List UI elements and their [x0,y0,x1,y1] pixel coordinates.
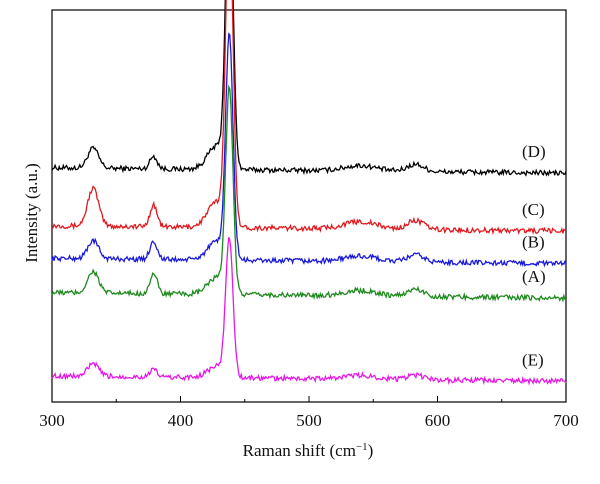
series-line-b [51,32,567,268]
series-line-a [51,84,567,303]
plot-border [51,9,567,403]
series-label-d: (D) [522,142,546,161]
series-line-c [51,0,567,236]
series-label-b: (B) [522,233,545,252]
series-label-e: (E) [522,350,544,369]
x-tick-label-400: 400 [168,411,194,430]
x-tick-label-700: 700 [553,411,579,430]
x-tick-label-600: 600 [425,411,451,430]
x-axis-label: Raman shift (cm−1) [243,441,374,460]
series-line-d [51,0,567,177]
series-label-a: (A) [522,267,546,286]
y-axis-label: Intensity (a.u.) [22,163,41,263]
x-tick-label-300: 300 [39,411,65,430]
series-line-e [51,236,567,386]
series-label-c: (C) [522,200,545,219]
ticks-group: 300 400 500 600 700 [39,396,579,430]
plot-frame [51,9,567,403]
x-tick-label-500: 500 [296,411,322,430]
series-labels: (D) (C) (B) (A) (E) [522,142,546,369]
series-group [51,0,567,386]
